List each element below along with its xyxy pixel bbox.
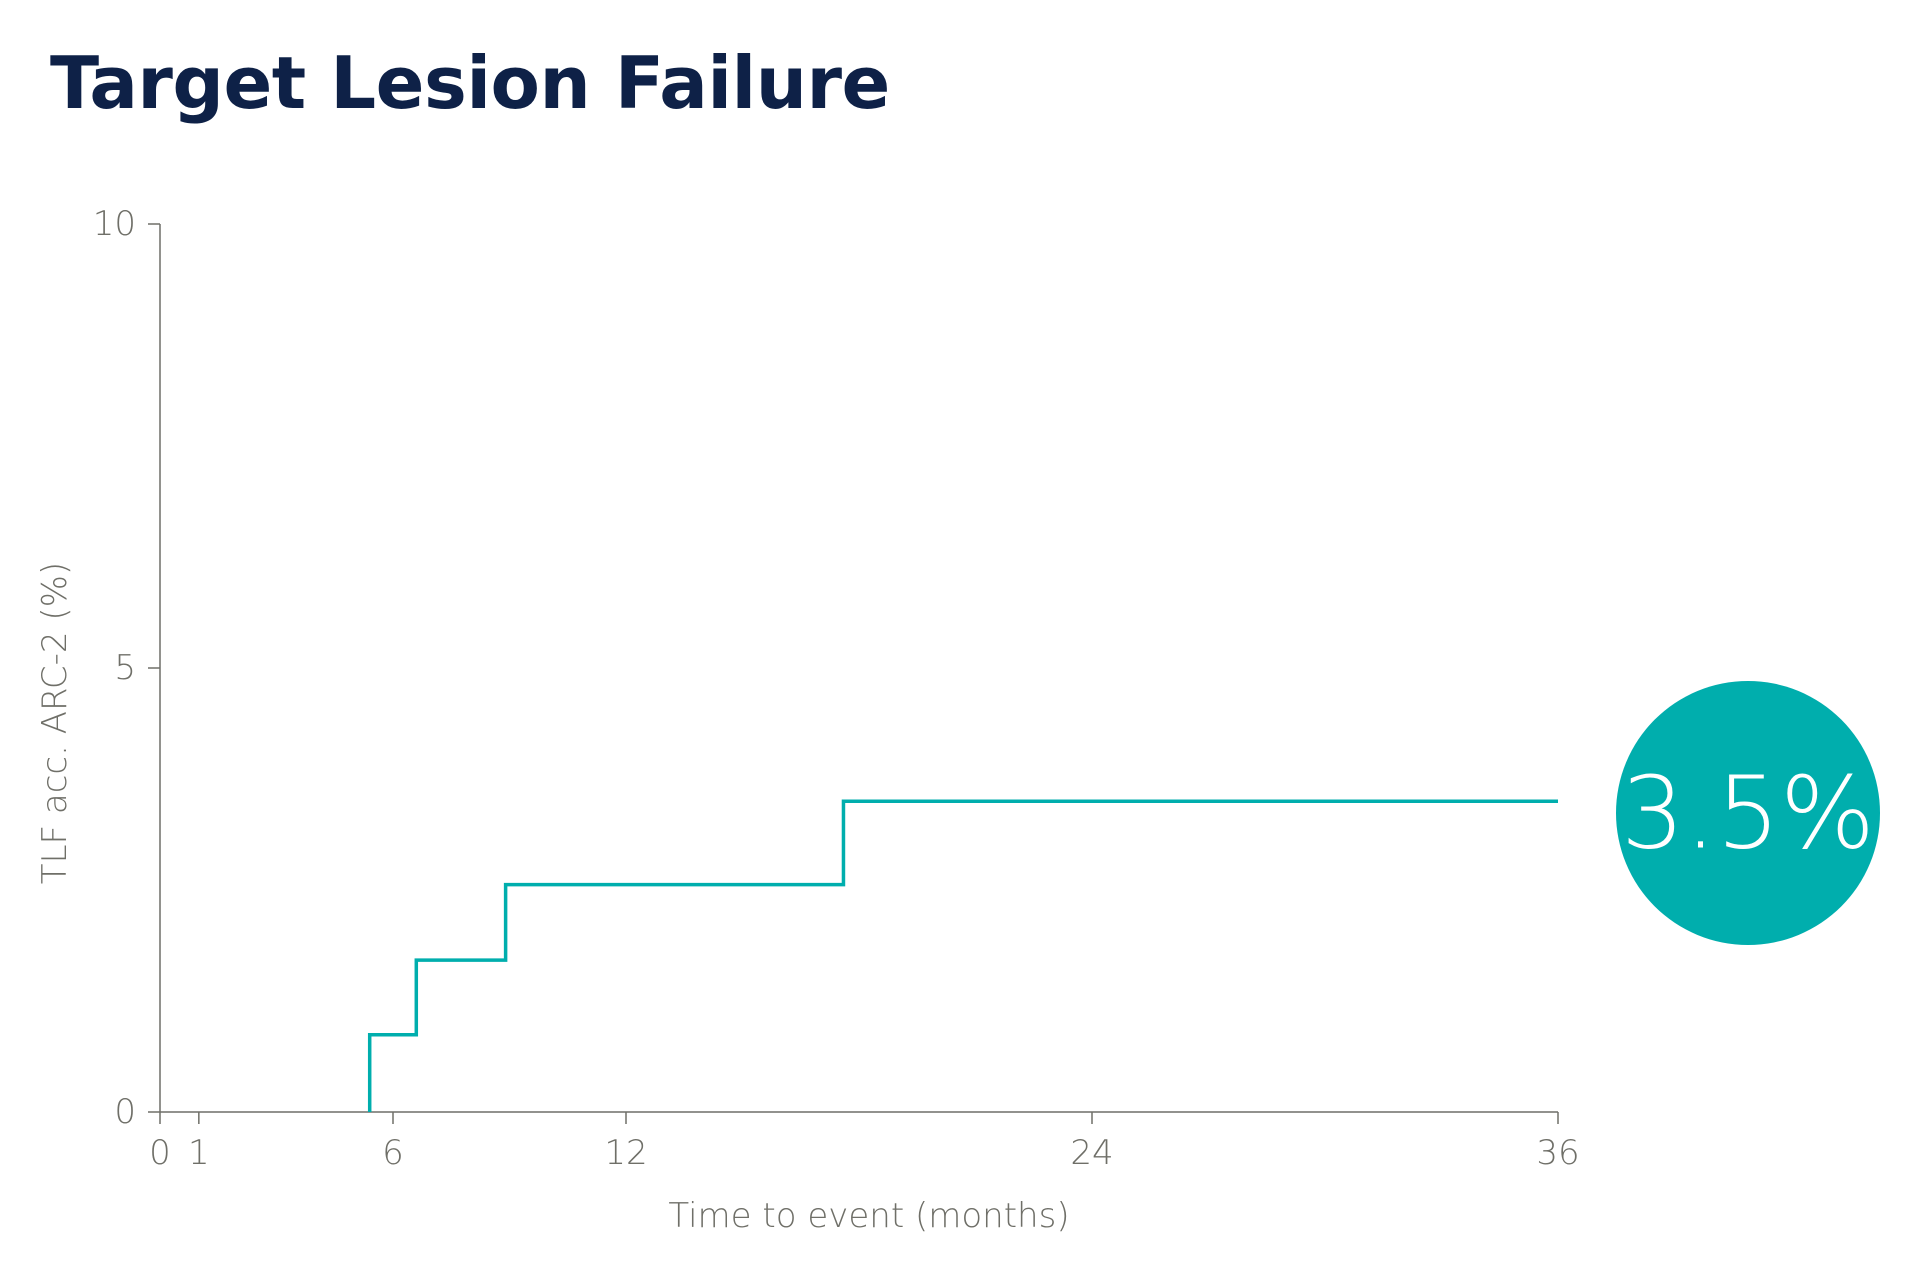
- badge-value: 3.5%: [1621, 755, 1875, 872]
- badge-circle: [1616, 681, 1880, 945]
- y-axis-label: TLF acc. ARC-2 (%): [35, 562, 75, 884]
- series-line: [367, 799, 1558, 1112]
- y-ticks: 0 5 10: [93, 204, 160, 1132]
- x-tick-label: 12: [604, 1133, 647, 1173]
- x-axis-label: Time to event (months): [668, 1196, 1069, 1236]
- x-ticks: 0 1 6 12 24 36: [149, 1112, 1580, 1173]
- chart-title: Target Lesion Failure: [50, 41, 890, 125]
- result-badge: 3.5%: [1616, 681, 1880, 945]
- series-group: [367, 799, 1558, 1112]
- x-tick-label: 0: [149, 1133, 171, 1173]
- x-tick-label: 36: [1536, 1133, 1579, 1173]
- y-tick-label: 5: [114, 648, 136, 688]
- axes: [159, 224, 1558, 1113]
- y-tick-label: 0: [114, 1092, 136, 1132]
- x-tick-label: 24: [1070, 1133, 1113, 1173]
- y-tick-label: 10: [93, 204, 136, 244]
- x-tick-label: 6: [382, 1133, 404, 1173]
- x-tick-label: 1: [188, 1133, 210, 1173]
